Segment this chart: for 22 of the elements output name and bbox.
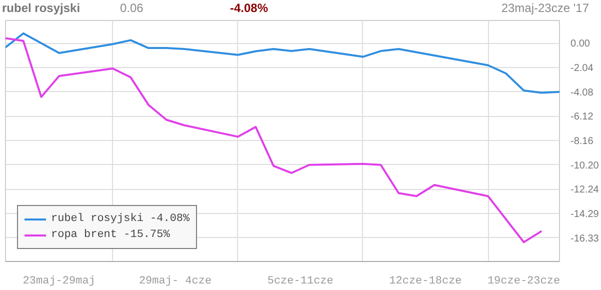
- y-tick-label: -2.04: [570, 63, 594, 74]
- x-tick-label: 29maj- 4cze: [138, 276, 212, 288]
- line-series: [6, 37, 543, 244]
- legend-label: ropa brent -15.75%: [51, 228, 170, 242]
- y-tick-label: -6.12: [570, 112, 594, 123]
- x-tick-label: 12cze-18cze: [389, 276, 462, 288]
- y-tick-label: -12.24: [570, 184, 600, 196]
- y-tick-label: -8.16: [570, 136, 594, 148]
- y-tick-label: -16.33: [570, 233, 600, 244]
- text: -4.08%: [230, 0, 268, 17]
- legend-label: rubel rosyjski -4.08%: [51, 212, 190, 226]
- line-series: [6, 32, 560, 94]
- x-tick-label: 19cze-23cze: [487, 276, 560, 288]
- y-tick-label: -10.20: [570, 160, 600, 172]
- text: 0.06: [120, 0, 144, 17]
- y-tick-label: -4.08: [570, 87, 594, 98]
- text: 23maj-23cze '17: [501, 0, 589, 17]
- x-tick-label: 5cze-11cze: [267, 276, 334, 288]
- y-tick-label: 0.00: [570, 38, 590, 50]
- y-tick-label: -14.29: [570, 209, 600, 220]
- chart-title: rubel rosyjski: [2, 0, 80, 17]
- x-tick-label: 23maj-29maj: [22, 276, 96, 288]
